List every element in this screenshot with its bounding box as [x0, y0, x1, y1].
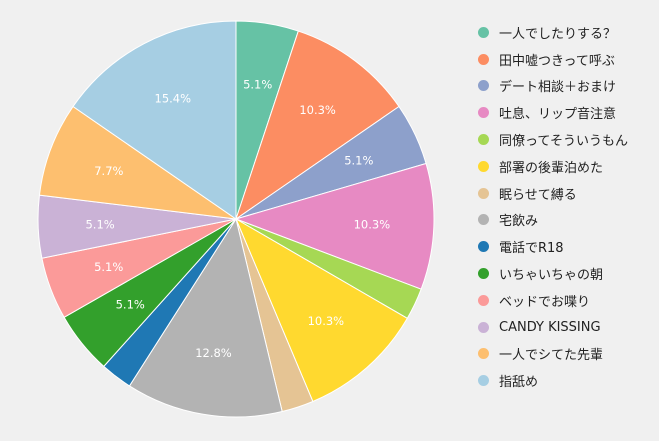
pie-slices	[37, 20, 435, 418]
legend-item[interactable]: 一人でしたりする？	[478, 19, 628, 46]
legend-item[interactable]: 部署の後輩泊めた	[478, 153, 628, 180]
legend-swatch	[478, 107, 489, 119]
legend-swatch	[478, 294, 489, 306]
legend-label: 指舐め	[499, 375, 539, 391]
chart-legend: 一人でしたりする？ 田中嘘つきって呼ぶ デート相談＋おまけ 吐息、リップ音注意 同僚って…	[478, 19, 628, 394]
pie-slice-label: 10.3%	[308, 314, 345, 328]
legend-item[interactable]: 指舐め	[478, 367, 628, 394]
legend-swatch	[478, 375, 489, 387]
legend-swatch	[478, 53, 489, 65]
pie-slice	[72, 20, 237, 220]
pie-slice-label: 10.3%	[299, 103, 336, 117]
legend-label: 同僚ってそういうもん	[499, 134, 628, 150]
pie-slice-label: 10.3%	[354, 217, 391, 231]
legend-item[interactable]: 電話でR18	[478, 233, 628, 260]
legend-label: デート相談＋おまけ	[499, 80, 617, 96]
legend-label: いちゃいちゃの朝	[499, 268, 604, 284]
pie-slice	[234, 217, 408, 403]
legend-item[interactable]: いちゃいちゃの朝	[478, 260, 628, 287]
legend-swatch	[478, 214, 489, 226]
legend-label: 吐息、リップ音注意	[499, 107, 617, 123]
pie-slice-label: 5.1%	[344, 154, 373, 168]
legend-item[interactable]: 宅飲み	[478, 207, 628, 234]
pie-percent-labels: 5.1% 10.3% 5.1% 10.3% 10.3% 12.8% 5.1% 5.1% 5.1%…	[85, 78, 390, 360]
legend-label: 宅飲み	[499, 214, 539, 230]
pie-slice	[235, 30, 400, 221]
legend-swatch	[478, 134, 489, 146]
legend-label: 部署の後輩泊めた	[499, 160, 604, 176]
legend-swatch	[478, 268, 489, 280]
legend-item[interactable]: デート相談＋おまけ	[478, 73, 628, 100]
pie-slice	[234, 162, 435, 290]
pie-slice-label: 15.4%	[155, 92, 192, 106]
pie-slice-label: 5.1%	[243, 78, 272, 92]
legend-item[interactable]: 眠らせて縛る	[478, 180, 628, 207]
legend-swatch	[478, 160, 489, 172]
pie-slice	[38, 105, 237, 220]
legend-label: 一人でしたりする？	[499, 26, 617, 42]
legend-item[interactable]: 田中嘘つきって呼ぶ	[478, 46, 628, 73]
legend-swatch	[478, 80, 489, 92]
legend-label: 田中嘘つきって呼ぶ	[499, 53, 615, 69]
legend-label: 眠らせて縛る	[499, 187, 577, 203]
legend-swatch	[478, 187, 489, 199]
legend-swatch	[478, 348, 489, 360]
legend-label: 電話でR18	[499, 241, 564, 257]
pie-slice-label: 12.8%	[195, 346, 232, 360]
legend-swatch	[478, 321, 489, 333]
legend-swatch	[478, 26, 489, 38]
pie-slice-label: 5.1%	[85, 217, 114, 231]
legend-item[interactable]: 吐息、リップ音注意	[478, 99, 628, 126]
legend-label: ベッドでお喋り	[499, 294, 591, 310]
legend-item[interactable]: 一人でシてた先輩	[478, 341, 628, 368]
legend-item[interactable]: 同僚ってそういうもん	[478, 126, 628, 153]
legend-swatch	[478, 241, 489, 253]
pie-slice-label: 7.7%	[94, 164, 123, 178]
legend-item[interactable]: CANDY KISSING	[478, 314, 628, 341]
pie-slice-label: 5.1%	[116, 297, 145, 311]
pie-slice	[128, 217, 283, 418]
legend-item[interactable]: ベッドでお喋り	[478, 287, 628, 314]
legend-label: 一人でシてた先輩	[499, 348, 604, 364]
pie-slice-label: 5.1%	[94, 260, 123, 274]
legend-label: CANDY KISSING	[499, 319, 601, 335]
